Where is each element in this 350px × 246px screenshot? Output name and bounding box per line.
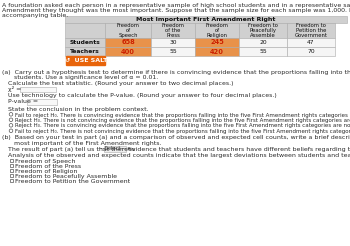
Bar xyxy=(10,179,13,182)
Text: Teachers: Teachers xyxy=(70,49,100,54)
Text: most important of the First Amendment rights.: most important of the First Amendment ri… xyxy=(2,140,161,145)
Text: Freedom to Petition the Government: Freedom to Petition the Government xyxy=(15,179,130,184)
Bar xyxy=(151,47,195,56)
Text: 400: 400 xyxy=(121,48,135,55)
Bar xyxy=(65,47,105,56)
Text: Use technology to calculate the P-value. (Round your answer to four decimal plac: Use technology to calculate the P-value.… xyxy=(8,93,277,98)
Text: Freedom of Religion: Freedom of Religion xyxy=(15,169,77,174)
Text: State the conclusion in the problem context.: State the conclusion in the problem cont… xyxy=(8,107,149,112)
Text: 20: 20 xyxy=(259,40,267,45)
Bar xyxy=(65,38,105,47)
Text: Analysis of the observed and expected counts indicate that the largest deviation: Analysis of the observed and expected co… xyxy=(8,154,350,158)
Text: Reject H₀. There is not convincing evidence that the proportions falling into th: Reject H₀. There is not convincing evide… xyxy=(15,118,350,123)
Bar xyxy=(151,38,195,47)
Text: 55: 55 xyxy=(259,49,267,54)
Bar xyxy=(10,174,13,177)
Text: 245: 245 xyxy=(210,40,224,46)
Bar xyxy=(65,16,347,23)
Text: (b)  Based on your test in part (a) and a comparison of observed and expected ce: (b) Based on your test in part (a) and a… xyxy=(2,136,350,140)
Text: Reject H₀. There is convincing evidence that the proportions falling into the fi: Reject H₀. There is convincing evidence … xyxy=(15,123,350,128)
Bar xyxy=(104,146,126,152)
Bar xyxy=(105,38,151,47)
Text: χ² =: χ² = xyxy=(8,87,21,92)
Bar xyxy=(10,169,13,172)
Text: evidence that students and teachers have different beliefs regarding the most im: evidence that students and teachers have… xyxy=(128,147,350,152)
Bar xyxy=(239,38,287,47)
Text: accompanying table.: accompanying table. xyxy=(2,13,68,18)
Text: Freedom
of the
Press: Freedom of the Press xyxy=(161,23,184,38)
Bar xyxy=(65,23,105,38)
Text: ---Select--- ▾: ---Select--- ▾ xyxy=(99,147,131,152)
Text: Freedom of the Press: Freedom of the Press xyxy=(15,164,81,169)
Text: 30: 30 xyxy=(169,40,177,45)
Bar xyxy=(287,23,335,38)
Bar xyxy=(27,99,57,105)
Text: students. Use a significance level of α = 0.01.: students. Use a significance level of α … xyxy=(2,75,158,80)
Bar xyxy=(239,23,287,38)
FancyBboxPatch shape xyxy=(66,56,106,66)
Bar xyxy=(195,38,239,47)
Bar xyxy=(287,47,335,56)
Bar xyxy=(20,87,56,92)
Text: 70: 70 xyxy=(307,49,315,54)
Text: Freedom
of
Religion: Freedom of Religion xyxy=(205,23,229,38)
Text: P-value =: P-value = xyxy=(8,99,38,104)
Bar xyxy=(287,38,335,47)
Bar xyxy=(10,164,13,167)
Text: Freedom to Peacefully Assemble: Freedom to Peacefully Assemble xyxy=(15,174,117,179)
Bar xyxy=(195,47,239,56)
Bar xyxy=(195,23,239,38)
Text: Freedom
of
Speech: Freedom of Speech xyxy=(117,23,140,38)
Bar xyxy=(10,159,13,162)
Text: Amendment they thought was the most important. Suppose that the sample size for : Amendment they thought was the most impo… xyxy=(2,8,350,13)
Text: Freedom to
Peacefully
Assemble: Freedom to Peacefully Assemble xyxy=(248,23,278,38)
Text: (a)  Carry out a hypothesis test to determine if there is convincing evidence th: (a) Carry out a hypothesis test to deter… xyxy=(2,70,350,75)
Bar xyxy=(151,23,195,38)
Text: Fail to reject H₀. There is not convincing evidence that the proportions falling: Fail to reject H₀. There is not convinci… xyxy=(15,129,350,134)
Text: ↺  USE SALT: ↺ USE SALT xyxy=(65,59,107,63)
Text: 47: 47 xyxy=(307,40,315,45)
Text: Freedom of Speech: Freedom of Speech xyxy=(15,159,76,164)
Text: A foundation asked each person in a representative sample of high school student: A foundation asked each person in a repr… xyxy=(2,3,350,9)
Text: The result of part (a) tell us that there is: The result of part (a) tell us that ther… xyxy=(8,147,135,152)
Text: 55: 55 xyxy=(169,49,177,54)
Text: Most Important First Amendment Right: Most Important First Amendment Right xyxy=(136,17,276,22)
Bar xyxy=(105,47,151,56)
Bar xyxy=(239,47,287,56)
Text: Fail to reject H₀. There is convincing evidence that the proportions falling int: Fail to reject H₀. There is convincing e… xyxy=(15,112,350,118)
Text: 420: 420 xyxy=(210,48,224,55)
Text: Students: Students xyxy=(70,40,100,45)
Text: 658: 658 xyxy=(121,40,135,46)
Bar xyxy=(105,23,151,38)
Text: Freedom to
Petition the
Government: Freedom to Petition the Government xyxy=(294,23,328,38)
Text: Calculate the test statistic. (Round your answer to two decimal places.): Calculate the test statistic. (Round you… xyxy=(8,81,233,86)
